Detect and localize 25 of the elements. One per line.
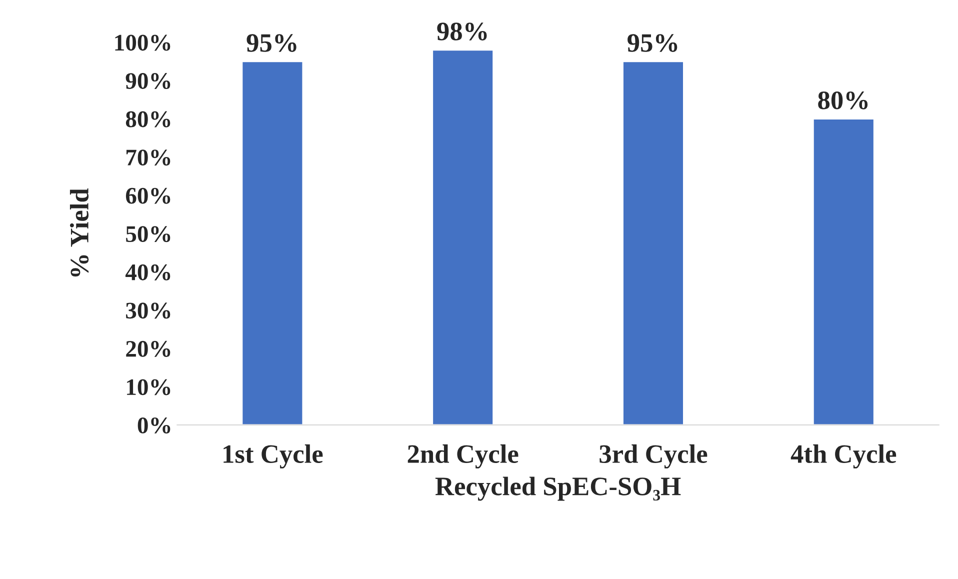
x-tick-label: 2nd Cycle [408, 444, 518, 468]
y-axis-title: % Yield [70, 188, 89, 276]
y-tick-label: 60% [126, 188, 170, 204]
y-tick-label: 30% [126, 302, 170, 319]
y-tick-label: 70% [126, 150, 170, 166]
y-tick-label: 20% [126, 340, 170, 357]
y-tick-label: 40% [125, 264, 170, 280]
x-axis-title: Recycled SpEC-SO₃H [435, 476, 681, 501]
data-label: 95% [628, 34, 678, 52]
y-tick-label: 0% [138, 417, 170, 434]
bar [812, 118, 875, 425]
bar [432, 49, 494, 425]
data-label: 80% [818, 91, 868, 110]
bar [241, 60, 304, 425]
data-label: 98% [437, 22, 487, 40]
x-tick-label: 3rd Cycle [600, 444, 708, 468]
y-tick-label: 90% [126, 73, 170, 90]
x-tick-label: 1st Cycle [224, 444, 323, 468]
y-tick-label: 50% [126, 226, 170, 242]
x-tick-label: 4th Cycle [790, 444, 896, 468]
y-tick-label: 100% [115, 34, 170, 51]
y-tick-label: 10% [127, 379, 170, 396]
bar [622, 60, 684, 425]
y-tick-label: 80% [126, 111, 170, 128]
data-label: 95% [246, 34, 296, 52]
